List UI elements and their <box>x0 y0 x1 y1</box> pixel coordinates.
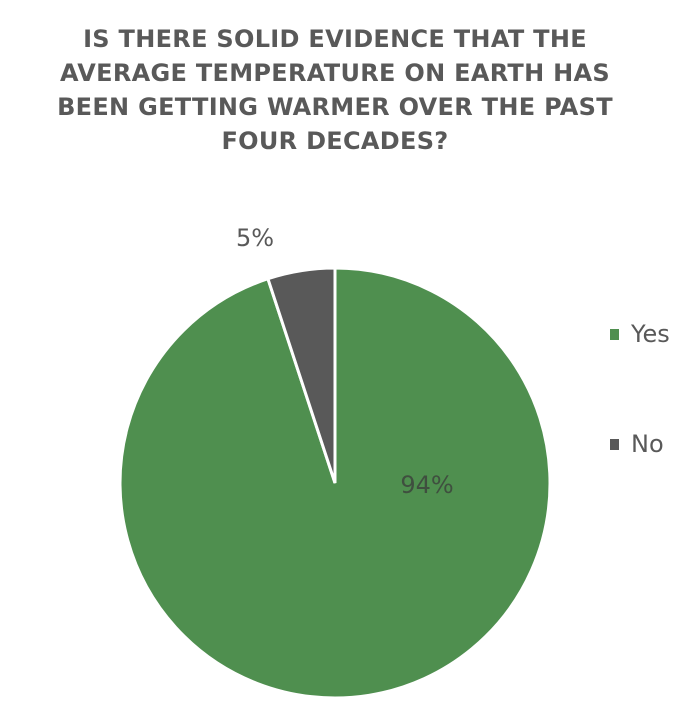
pie-slice-no <box>266 266 337 484</box>
legend-label-yes: Yes <box>631 320 670 348</box>
data-label-yes: 94% <box>400 471 453 499</box>
data-label-no: 5% <box>236 224 274 252</box>
legend-swatch-yes <box>610 328 619 340</box>
legend-item-no: No <box>610 430 664 458</box>
legend-swatch-no <box>610 438 619 450</box>
legend-item-yes: Yes <box>610 320 670 348</box>
chart-title: IS THERE SOLID EVIDENCE THAT THE AVERAGE… <box>57 25 613 155</box>
legend-label-no: No <box>631 430 664 458</box>
